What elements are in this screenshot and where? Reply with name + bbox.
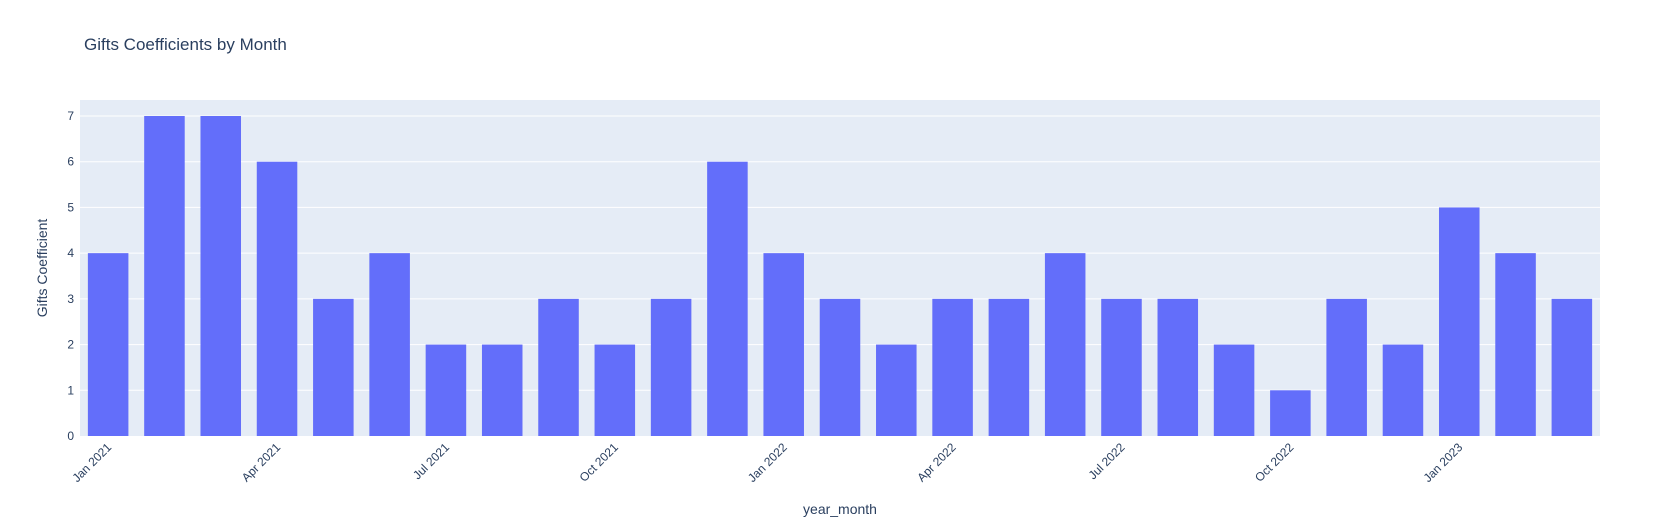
- x-tick-label: Oct 2021: [577, 440, 622, 485]
- bar-2023-02: [1495, 253, 1536, 436]
- y-tick-label: 6: [67, 155, 74, 169]
- bar-2021-10: [594, 344, 636, 436]
- bar-2022-05: [988, 298, 1030, 436]
- y-tick-label: 7: [67, 109, 74, 123]
- bar-2021-11: [650, 298, 692, 436]
- bar-2022-06: [1044, 253, 1086, 436]
- bar-2022-07: [1101, 298, 1142, 436]
- bar-2021-03: [200, 116, 242, 436]
- bar-2022-10: [1270, 390, 1311, 436]
- x-tick-label: Jan 2022: [745, 440, 790, 485]
- y-tick-label: 3: [67, 292, 74, 306]
- bar-2021-05: [313, 298, 354, 436]
- y-tick-label: 0: [67, 429, 74, 443]
- x-axis-ticks: Jan 2021 Apr 2021 Jul 2021 Oct 2021 Jan 2022…: [69, 440, 1465, 485]
- y-tick-label: 2: [67, 338, 74, 352]
- x-tick-label: Oct 2022: [1252, 440, 1297, 485]
- bar-2022-09: [1213, 344, 1255, 436]
- bar-2021-04: [256, 161, 298, 436]
- x-tick-label: Jul 2022: [1086, 440, 1128, 482]
- bar-2021-01: [87, 253, 129, 436]
- chart-title: Gifts Coefficients by Month: [84, 35, 287, 54]
- y-axis-title: Gifts Coefficient: [34, 219, 50, 318]
- bar-2022-02: [819, 298, 861, 436]
- bar-2023-03: [1551, 298, 1593, 436]
- x-tick-label: Apr 2021: [239, 440, 284, 485]
- bar-2022-04: [932, 298, 973, 436]
- x-axis-title: year_month: [803, 501, 877, 517]
- y-tick-label: 4: [67, 246, 74, 260]
- y-axis-ticks: 0 1 2 3 4 5 6 7: [67, 109, 74, 443]
- bar-2021-09: [538, 298, 579, 436]
- bar-2022-11: [1326, 298, 1367, 436]
- bars: [87, 116, 1593, 436]
- bar-2021-08: [481, 344, 523, 436]
- bar-2023-01: [1438, 207, 1480, 436]
- bar-2021-06: [369, 253, 410, 436]
- y-tick-label: 1: [67, 383, 74, 397]
- x-tick-label: Apr 2022: [914, 440, 959, 485]
- bar-2022-08: [1157, 298, 1199, 436]
- y-tick-label: 5: [67, 200, 74, 214]
- bar-2022-03: [876, 344, 917, 436]
- x-tick-label: Jul 2021: [410, 440, 452, 482]
- bar-2021-07: [425, 344, 467, 436]
- bar-2022-01: [763, 253, 804, 436]
- bar-2021-12: [707, 161, 748, 436]
- bar-2022-12: [1382, 344, 1424, 436]
- bar-2021-02: [144, 116, 185, 436]
- x-tick-label: Jan 2021: [69, 440, 114, 485]
- x-tick-label: Jan 2023: [1421, 440, 1466, 485]
